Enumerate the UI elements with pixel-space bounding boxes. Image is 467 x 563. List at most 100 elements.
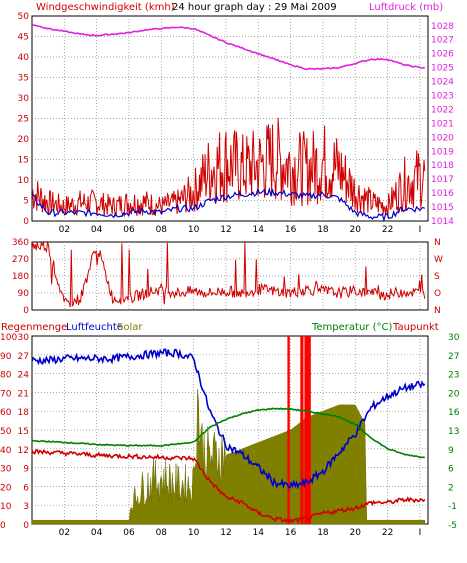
panel1-x-tick: 14 xyxy=(253,225,265,235)
panel1-y-right-tick: 1022 xyxy=(431,105,454,115)
panel3-y-left-outer-tick: 70 xyxy=(0,389,12,399)
panel3-x-tick: 06 xyxy=(123,528,135,538)
panel3-y-right-tick: 30 xyxy=(448,333,460,343)
panel1-y-right-tick: 1023 xyxy=(431,91,454,101)
panel3-x-tick: I xyxy=(419,528,422,538)
panel2-y-left-tick: 180 xyxy=(12,272,29,282)
rain-bar xyxy=(307,336,311,524)
panel2-y-left-tick: 90 xyxy=(18,289,30,299)
panel3-y-right-tick: 13 xyxy=(448,427,459,437)
panel2-y-right-tick: N xyxy=(434,238,441,248)
panel1-y-left-tick: 15 xyxy=(18,156,29,166)
panel-wind-pressure: 5045403530252015105010281027102610251024… xyxy=(18,12,455,235)
panel3-y-left-outer-tick: 0 xyxy=(0,521,6,531)
panel1-y-right-tick: 1018 xyxy=(431,161,454,171)
panel1-y-right-tick: 1016 xyxy=(431,189,454,199)
panel1-y-left-tick: 30 xyxy=(18,94,30,104)
label-solar: Solar xyxy=(117,322,143,333)
panel1-y-left-tick: 0 xyxy=(23,217,29,227)
panel3-x-tick: 20 xyxy=(350,528,362,538)
panel1-y-left-tick: 20 xyxy=(18,135,30,145)
panel1-y-left-tick: 25 xyxy=(18,115,29,125)
panel1-x-tick: 06 xyxy=(123,225,135,235)
wind-direction-line xyxy=(31,240,426,308)
panel1-y-right-tick: 1015 xyxy=(431,203,454,213)
panel3-x-tick: 18 xyxy=(317,528,329,538)
label-temperature: Temperatur (°C) xyxy=(312,322,393,333)
panel2-y-right-tick: W xyxy=(434,255,443,265)
panel1-x-tick: 10 xyxy=(188,225,200,235)
panel3-y-left-outer-tick: 10 xyxy=(0,502,12,512)
panel1-y-left-tick: 35 xyxy=(18,74,29,84)
pressure-line xyxy=(31,23,425,71)
panel3-y-left-inner-tick: 9 xyxy=(23,465,29,475)
panel1-y-right-tick: 1017 xyxy=(431,175,454,185)
panel3-y-right-tick: 27 xyxy=(448,352,459,362)
panel3-y-left-outer-tick: 60 xyxy=(0,408,12,418)
panel1-title-center: 24 hour graph day : 29 Mai 2009 xyxy=(172,2,337,13)
panel1-x-tick: 20 xyxy=(350,225,362,235)
panel3-y-left-inner-tick: 30 xyxy=(18,333,30,343)
panel1-y-right-tick: 1019 xyxy=(431,147,454,157)
panel2-y-left-tick: 360 xyxy=(12,238,29,248)
panel1-y-right-tick: 1021 xyxy=(431,119,454,129)
panel1-x-tick: 02 xyxy=(59,225,70,235)
panel3-y-right-tick: 2 xyxy=(448,483,454,493)
rain-bar xyxy=(300,336,304,524)
label-dewpoint: Taupunkt xyxy=(393,322,439,333)
panel3-y-left-inner-tick: 27 xyxy=(18,352,29,362)
panel1-y-right-tick: 1024 xyxy=(431,78,454,88)
panel3-x-tick: 12 xyxy=(220,528,231,538)
rain-bar xyxy=(287,336,290,524)
panel3-y-right-tick: -5 xyxy=(448,521,457,531)
panel3-y-right-tick: -1 xyxy=(448,502,457,512)
panel1-x-tick: 22 xyxy=(382,225,393,235)
panel3-y-left-inner-tick: 18 xyxy=(18,408,30,418)
panel3-x-tick: 10 xyxy=(188,528,200,538)
panel3-y-left-inner-tick: 21 xyxy=(18,389,29,399)
panel-temperature-humidity: 1009080706050403020100302724211815129630… xyxy=(0,333,460,538)
panel3-x-tick: 08 xyxy=(156,528,168,538)
label-rain: Regenmenge xyxy=(1,322,68,333)
panel1-y-left-tick: 10 xyxy=(18,176,30,186)
panel2-y-right-tick: S xyxy=(434,272,440,282)
rain-bar xyxy=(304,336,309,524)
panel1-y-right-tick: 1020 xyxy=(431,133,454,143)
panel1-x-tick: 16 xyxy=(285,225,297,235)
panel1-y-right-tick: 1026 xyxy=(431,50,454,60)
panel1-y-left-tick: 40 xyxy=(18,53,30,63)
panel1-title-left: Windgeschwindigkeit (kmh) xyxy=(36,2,175,13)
panel1-y-right-tick: 1025 xyxy=(431,64,454,74)
panel1-x-tick: 18 xyxy=(317,225,329,235)
panel3-y-left-inner-tick: 6 xyxy=(23,483,29,493)
panel2-y-right-tick: O xyxy=(434,289,441,299)
panel1-y-left-tick: 5 xyxy=(23,197,29,207)
panel1-y-right-tick: 1014 xyxy=(431,217,454,227)
panel3-y-right-tick: 20 xyxy=(448,389,460,399)
panel3-y-left-outer-tick: 30 xyxy=(0,465,12,475)
solar-area xyxy=(31,388,426,525)
panel3-y-left-inner-tick: 0 xyxy=(23,521,29,531)
panel3-x-tick: 02 xyxy=(59,528,70,538)
panel3-y-right-tick: 23 xyxy=(448,371,459,381)
panel3-y-left-outer-tick: 20 xyxy=(0,483,12,493)
panel1-y-left-tick: 45 xyxy=(18,33,29,43)
panel1-y-left-tick: 50 xyxy=(18,12,30,22)
panel1-x-tick: 12 xyxy=(220,225,231,235)
label-humidity: Luftfeuchte xyxy=(66,322,123,333)
panel3-y-left-outer-tick: 50 xyxy=(0,427,12,437)
wind-speed-line xyxy=(31,117,426,218)
panel3-y-left-inner-tick: 12 xyxy=(18,446,29,456)
panel3-y-left-outer-tick: 80 xyxy=(0,371,12,381)
panel1-y-right-tick: 1027 xyxy=(431,36,454,46)
panel1-x-tick: 08 xyxy=(156,225,168,235)
panel3-y-left-inner-tick: 24 xyxy=(18,371,30,381)
dewpoint-line xyxy=(31,448,426,525)
panel1-x-tick: 04 xyxy=(91,225,103,235)
panel3-y-right-tick: 16 xyxy=(448,408,460,418)
panel3-y-left-outer-tick: 90 xyxy=(0,352,12,362)
panel3-x-tick: 04 xyxy=(91,528,103,538)
